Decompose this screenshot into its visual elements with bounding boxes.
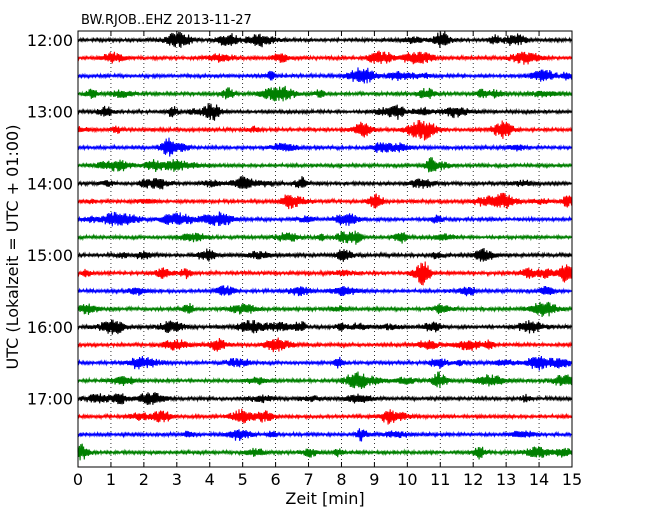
x-axis-ticks: 0 1 2 3 4 5 6 7 8 9 10 11 12 13 14 15 bbox=[73, 31, 582, 489]
trace-line bbox=[77, 371, 573, 390]
trace-line bbox=[77, 67, 573, 84]
trace-line bbox=[77, 301, 573, 318]
y-tick-label: 12:00 bbox=[27, 31, 73, 50]
x-tick-label: 11 bbox=[430, 470, 450, 489]
x-tick-label: 12 bbox=[463, 470, 483, 489]
x-tick-label: 8 bbox=[336, 470, 346, 489]
y-tick-label: 17:00 bbox=[27, 390, 73, 409]
x-tick-label: 7 bbox=[303, 470, 313, 489]
trace-line bbox=[77, 192, 573, 210]
x-tick-label: 9 bbox=[369, 470, 379, 489]
trace-line bbox=[77, 119, 573, 141]
trace-line bbox=[77, 157, 573, 173]
y-tick-label: 13:00 bbox=[27, 103, 73, 122]
plot-frame bbox=[77, 30, 573, 468]
grid-lines bbox=[110, 31, 540, 467]
trace-line bbox=[77, 285, 572, 297]
x-tick-label: 6 bbox=[271, 470, 281, 489]
x-tick-label: 2 bbox=[139, 470, 149, 489]
trace-line bbox=[77, 247, 573, 262]
x-tick-label: 3 bbox=[172, 470, 182, 489]
x-tick-label: 13 bbox=[496, 470, 516, 489]
trace-line bbox=[77, 261, 573, 286]
trace-line bbox=[77, 137, 573, 157]
x-tick-label: 4 bbox=[205, 470, 215, 489]
y-axis-ticks: 12:00 13:00 14:00 15:00 16:00 17:00 bbox=[27, 31, 572, 409]
y-tick-label: 14:00 bbox=[27, 174, 73, 193]
x-tick-label: 1 bbox=[106, 470, 116, 489]
chart-title: BW.RJOB..EHZ 2013-11-27 bbox=[81, 13, 252, 28]
y-tick-label: 16:00 bbox=[27, 318, 73, 337]
trace-line bbox=[77, 211, 573, 227]
trace-line bbox=[77, 408, 573, 425]
trace-line bbox=[77, 31, 573, 49]
x-axis-label: Zeit [min] bbox=[285, 489, 364, 508]
trace-line bbox=[77, 50, 573, 65]
traces bbox=[77, 31, 573, 461]
trace-line bbox=[77, 176, 572, 190]
x-tick-label: 5 bbox=[238, 470, 248, 489]
trace-line bbox=[77, 103, 573, 121]
x-tick-label: 15 bbox=[562, 470, 582, 489]
trace-line bbox=[77, 392, 573, 406]
x-tick-label: 10 bbox=[397, 470, 417, 489]
trace-line bbox=[77, 230, 572, 245]
trace-line bbox=[77, 85, 573, 102]
y-tick-label: 15:00 bbox=[27, 246, 73, 265]
x-tick-label: 14 bbox=[529, 470, 549, 489]
trace-line bbox=[77, 337, 573, 353]
trace-line bbox=[77, 443, 573, 461]
trace-line bbox=[77, 355, 573, 371]
x-tick-label: 0 bbox=[73, 470, 83, 489]
trace-line bbox=[77, 428, 572, 442]
y-axis-label: UTC (Lokalzeit = UTC + 01:00) bbox=[3, 125, 22, 370]
trace-line bbox=[77, 319, 573, 335]
